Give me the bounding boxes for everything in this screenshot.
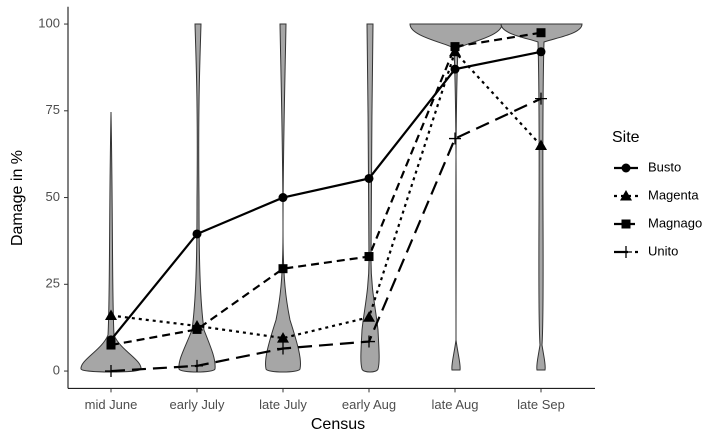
marker [364, 252, 374, 262]
marker [449, 132, 461, 145]
legend-label: Unito [648, 243, 678, 258]
x-tick-label: early July [170, 397, 225, 412]
marker [535, 92, 547, 105]
violin [360, 23, 380, 373]
violin [178, 23, 216, 373]
marker [106, 340, 116, 350]
marker [277, 342, 289, 355]
legend-label: Magnago [648, 215, 702, 230]
violin [409, 23, 503, 371]
marker [105, 309, 117, 321]
x-tick-label: late Aug [432, 397, 479, 412]
legend-label: Busto [648, 159, 681, 174]
y-tick-label: 0 [53, 362, 60, 377]
x-tick-label: late Sep [517, 397, 565, 412]
y-axis-title: Damage in % [9, 150, 26, 246]
y-tick-label: 25 [46, 276, 60, 291]
marker [363, 335, 375, 348]
marker [191, 359, 203, 372]
marker [105, 365, 117, 378]
x-tick-label: early Aug [342, 397, 396, 412]
x-tick-label: mid June [85, 397, 138, 412]
legend-label: Magenta [648, 187, 699, 202]
series-line [110, 49, 542, 340]
legend-title: Site [612, 129, 640, 146]
marker [363, 311, 375, 322]
marker [277, 332, 289, 343]
legend-marker [620, 246, 632, 258]
marker [364, 173, 374, 183]
y-tick-label: 100 [38, 15, 60, 30]
series-line [110, 31, 542, 347]
marker [278, 193, 288, 203]
violin [500, 23, 583, 371]
marker [450, 64, 460, 74]
y-tick-label: 50 [46, 189, 60, 204]
x-axis-title: Census [311, 416, 365, 433]
y-tick-label: 75 [46, 102, 60, 117]
violins [80, 23, 583, 373]
legend-marker [620, 190, 632, 201]
marker [192, 229, 202, 239]
series-line [110, 50, 542, 341]
marker [535, 139, 547, 150]
legend-marker [621, 219, 631, 229]
marker [450, 42, 460, 52]
legend-marker [621, 163, 631, 173]
x-tick-label: late July [259, 397, 307, 412]
marker [192, 324, 202, 334]
violin [80, 111, 142, 373]
marker [536, 47, 546, 57]
marker [278, 264, 288, 274]
marker [536, 28, 546, 38]
series-line [110, 97, 542, 373]
